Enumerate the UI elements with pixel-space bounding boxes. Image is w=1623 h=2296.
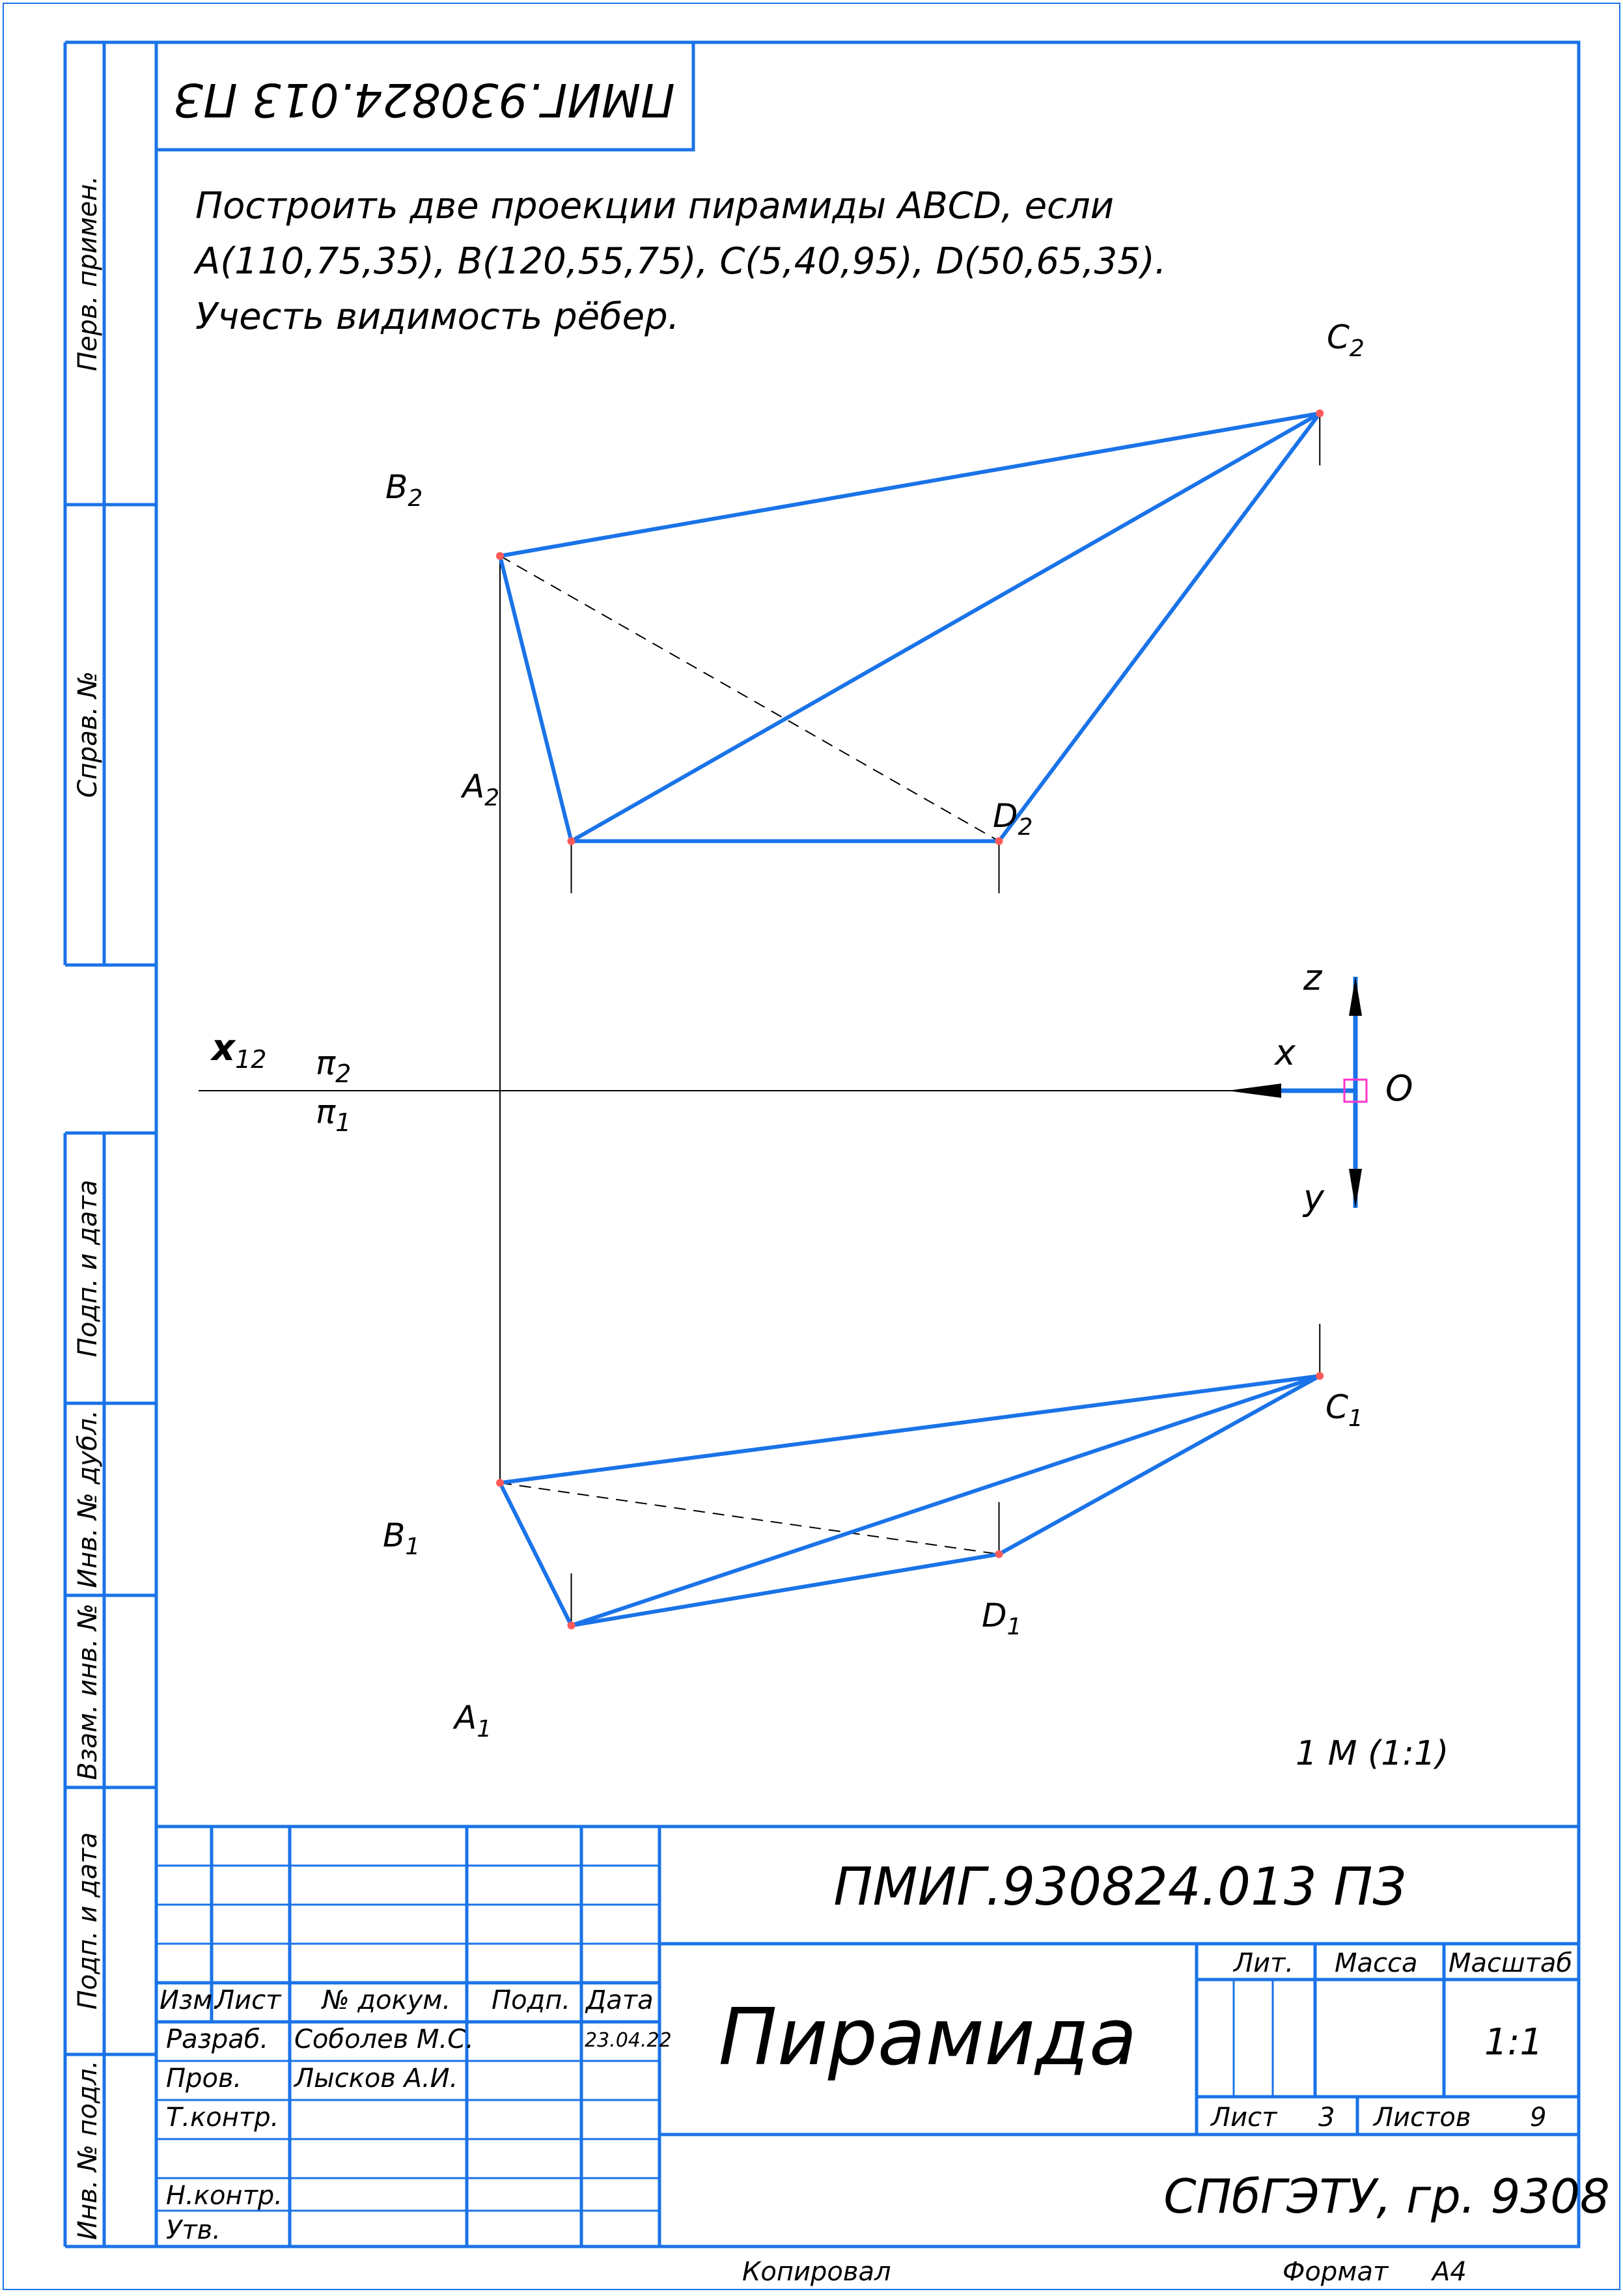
point-d2 xyxy=(995,837,1003,845)
massa-label: Масса xyxy=(1335,1948,1418,1978)
main-frame xyxy=(154,40,1581,2248)
label-d1: D1 xyxy=(982,1597,1021,1640)
label-c1: C1 xyxy=(1325,1388,1363,1432)
scale-note: 1 М (1:1) xyxy=(1296,1734,1449,1773)
pyramid-projections xyxy=(496,409,1324,1630)
prov-name: Лысков А.И. xyxy=(293,2064,458,2093)
task-line-1: Построить две проекции пирамиды ABCD, ес… xyxy=(195,185,1114,227)
axis-z-label: z xyxy=(1303,957,1323,998)
sheet-label: Лист xyxy=(1210,2103,1278,2133)
point-a2 xyxy=(567,837,576,845)
role-nkontr: Н.контр. xyxy=(166,2181,283,2211)
axis-x12-label: x12 xyxy=(210,1027,266,1074)
pi1-label: π1 xyxy=(316,1093,351,1137)
scale-value: 1:1 xyxy=(1484,2021,1543,2064)
format-value: A4 xyxy=(1430,2257,1467,2287)
point-b1 xyxy=(496,1479,504,1487)
role-tkontr: Т.контр. xyxy=(166,2103,279,2133)
coordinate-system xyxy=(1227,977,1368,1208)
sheet-number: 3 xyxy=(1318,2103,1335,2133)
side-label-podp2: Подп. и дата xyxy=(73,1832,103,2009)
axis-y-label: y xyxy=(1302,1177,1325,1218)
edge-b1-a1 xyxy=(498,1481,574,1628)
col-doc: № докум. xyxy=(321,1985,451,2015)
col-list: Лист xyxy=(214,1985,282,2015)
point-c1 xyxy=(1316,1372,1324,1380)
point-a1 xyxy=(567,1621,576,1630)
title-block-designation: ПМИГ.930824.013 ПЗ xyxy=(833,1856,1406,1917)
point-b2 xyxy=(496,552,504,560)
task-line-3: Учесть видимость рёбер. xyxy=(195,296,679,338)
axis-x-label: x xyxy=(1273,1032,1296,1073)
side-strip xyxy=(63,40,156,2248)
edge-b1-c1 xyxy=(498,1374,1322,1485)
sheets-total: 9 xyxy=(1530,2103,1546,2133)
role-razrab: Разраб. xyxy=(166,2024,268,2054)
side-label-perv: Перв. примен. xyxy=(73,176,103,371)
organization: СПбГЭТУ, гр. 9308 xyxy=(1163,2169,1609,2224)
edge-d1-c1 xyxy=(997,1374,1322,1556)
point-c2 xyxy=(1316,409,1324,417)
point-d1 xyxy=(995,1550,1003,1558)
col-podp: Подп. xyxy=(492,1985,570,2015)
outer-border xyxy=(3,3,1620,2290)
edge-b2-c2 xyxy=(498,411,1322,558)
task-line-2: A(110,75,35), B(120,55,75), C(5,40,95), … xyxy=(193,240,1166,283)
edge-a1-c1 xyxy=(569,1374,1322,1628)
role-utv: Утв. xyxy=(166,2215,221,2245)
edge-a1-d1 xyxy=(569,1552,1001,1628)
razrab-date: 23.04.22 xyxy=(585,2029,672,2052)
label-a2: A2 xyxy=(460,768,499,811)
edge-a2-c2 xyxy=(569,411,1322,843)
col-data: Дата xyxy=(585,1985,654,2015)
col-izm: Изм. xyxy=(160,1985,221,2015)
format-label: Формат xyxy=(1283,2257,1389,2287)
edge-c2-d2 xyxy=(997,411,1322,843)
label-c2: C2 xyxy=(1327,318,1365,362)
label-b1: B1 xyxy=(383,1517,420,1560)
lit-label: Лит. xyxy=(1232,1948,1294,1978)
label-a1: A1 xyxy=(452,1699,492,1743)
masshtab-label: Масштаб xyxy=(1449,1948,1572,1978)
role-prov: Пров. xyxy=(166,2064,242,2093)
edge-b2-a2 xyxy=(498,553,574,843)
top-stamp-code: ПМИГ.930824.013 ПЗ xyxy=(174,73,675,126)
title-block-grid xyxy=(156,1825,1579,2247)
side-label-inv-podl: Инв. № подл. xyxy=(73,2060,103,2240)
label-b2: B2 xyxy=(385,468,423,512)
side-label-inv-dubl: Инв. № дубл. xyxy=(73,1410,103,1588)
top-stamp-box xyxy=(154,40,695,152)
kopiroval-label: Копировал xyxy=(742,2257,891,2287)
label-d2: D2 xyxy=(993,797,1033,841)
razrab-name: Соболев М.С. xyxy=(294,2024,474,2054)
title-block-name: Пирамида xyxy=(719,1993,1137,2083)
side-label-sprav: Справ. № xyxy=(73,671,103,798)
sheets-label: Листов xyxy=(1372,2103,1471,2133)
origin-label: O xyxy=(1385,1068,1413,1109)
side-label-vzam: Взам. инв. № xyxy=(73,1603,103,1780)
pi2-label: π2 xyxy=(316,1044,351,1088)
side-label-podp1: Подп. и дата xyxy=(73,1180,103,1357)
edge-b1-d1-hidden xyxy=(499,1482,999,1555)
edge-b2-d2-hidden xyxy=(499,555,999,842)
